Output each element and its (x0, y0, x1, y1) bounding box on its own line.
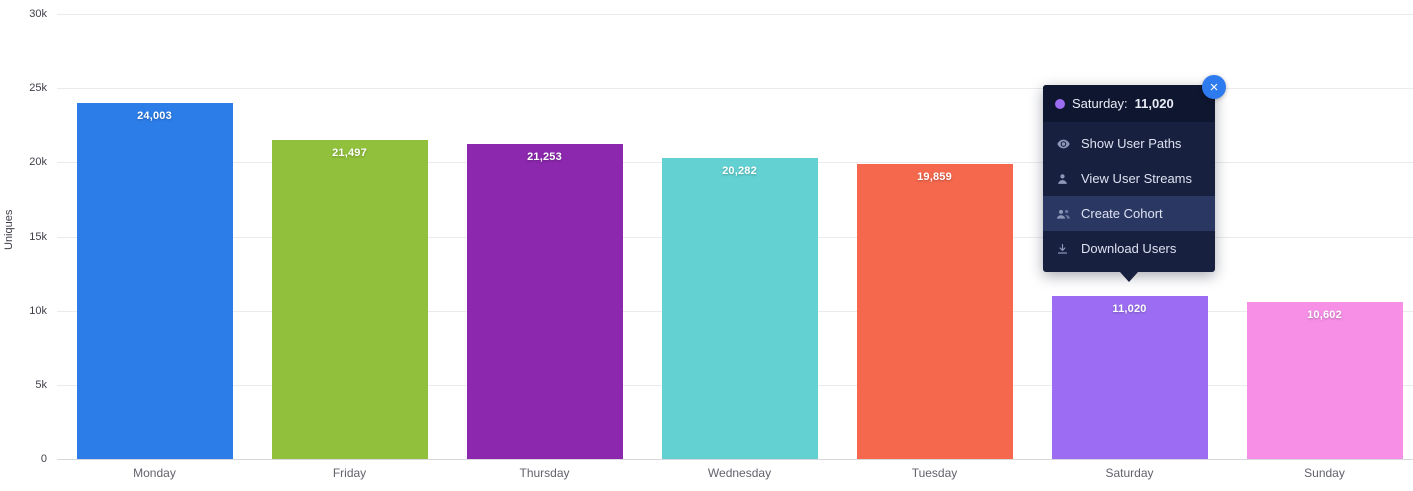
menu-item-label: Show User Paths (1081, 136, 1182, 151)
bar-value-label: 20,282 (722, 165, 757, 178)
bar-slot: 11,020 (1032, 14, 1227, 459)
menu-item-label: Create Cohort (1081, 206, 1163, 221)
bar-value-label: 11,020 (1112, 302, 1147, 315)
tooltip-value: 11,020 (1134, 96, 1174, 111)
bar-wednesday[interactable]: 20,282 (661, 158, 818, 459)
series-dot (1055, 98, 1065, 109)
x-axis-label-tuesday: Tuesday (911, 466, 958, 480)
bar-value-label: 21,497 (332, 147, 367, 160)
users-icon (1056, 207, 1071, 221)
user-icon (1056, 172, 1071, 186)
y-tick-label: 30k (29, 8, 47, 20)
menu-item-label: Download Users (1081, 241, 1177, 256)
tooltip-menu: × Saturday: 11,020 Show User Paths View U… (1043, 75, 1226, 282)
bar-tuesday[interactable]: 19,859 (856, 164, 1013, 459)
bar-saturday[interactable]: 11,020 (1051, 295, 1208, 459)
x-axis-label-saturday: Saturday (1105, 466, 1154, 480)
eye-icon (1056, 137, 1071, 151)
bar-slot: 21,253 (447, 14, 642, 459)
bar-sunday[interactable]: 10,602 (1246, 301, 1403, 459)
gridline (57, 459, 1413, 460)
menu-item-create-cohort[interactable]: Create Cohort (1043, 196, 1215, 231)
y-tick-label: 10k (29, 304, 47, 317)
tooltip-menu-items: Show User Paths View User Streams Create C… (1043, 122, 1215, 272)
x-axis-label-monday: Monday (133, 466, 176, 480)
bar-friday[interactable]: 21,497 (271, 140, 428, 459)
bar-value-label: 10,602 (1307, 308, 1342, 321)
menu-item-label: View User Streams (1081, 171, 1193, 186)
close-icon[interactable]: × (1202, 75, 1226, 99)
bar-value-label: 19,859 (917, 171, 952, 184)
download-icon (1056, 242, 1071, 256)
y-tick-label: 20k (29, 156, 47, 169)
x-axis-label-wednesday: Wednesday (707, 466, 772, 480)
plot-area: 30k 25k 20k 15k 10k 5k 0 24,003 21,497 21,253 20,… (29, 8, 1413, 465)
gridline (57, 88, 1413, 90)
y-tick-label: 0 (40, 453, 47, 465)
bar-slot: 24,003 (57, 14, 252, 459)
y-tick-label: 25k (29, 82, 47, 95)
tooltip-arrow (1120, 272, 1138, 282)
bars-container: 24,003 21,497 21,253 20,282 19,859 11,020 10,6… (57, 14, 1413, 459)
bar-slot: 10,602 (1227, 14, 1413, 459)
y-tick-label: 5k (35, 378, 47, 391)
x-axis-label-friday: Friday (332, 466, 367, 480)
x-axis-labels: Monday Friday Thursday Wednesday Tuesday Satu… (57, 466, 1413, 480)
bar-slot: 21,497 (252, 14, 447, 459)
x-axis-label-thursday: Thursday (519, 466, 570, 480)
tooltip-header: Saturday: 11,020 (1043, 85, 1215, 122)
tooltip-series-label: Saturday: (1072, 96, 1128, 111)
menu-item-view-user-streams[interactable]: View User Streams (1043, 161, 1215, 196)
gridline (57, 14, 1413, 15)
bar-value-label: 24,003 (137, 109, 172, 122)
bar-thursday[interactable]: 21,253 (466, 143, 623, 459)
bar-monday[interactable]: 24,003 (76, 102, 233, 459)
bar-slot: 19,859 (837, 14, 1032, 459)
bar-value-label: 21,253 (527, 150, 562, 163)
y-axis-title: Uniques (3, 209, 15, 250)
bar-slot: 20,282 (642, 14, 837, 459)
y-tick-label: 15k (29, 230, 47, 243)
menu-item-show-user-paths[interactable]: Show User Paths (1043, 126, 1215, 161)
x-axis-label-sunday: Sunday (1304, 466, 1345, 480)
menu-item-download-users[interactable]: Download Users (1043, 231, 1215, 266)
